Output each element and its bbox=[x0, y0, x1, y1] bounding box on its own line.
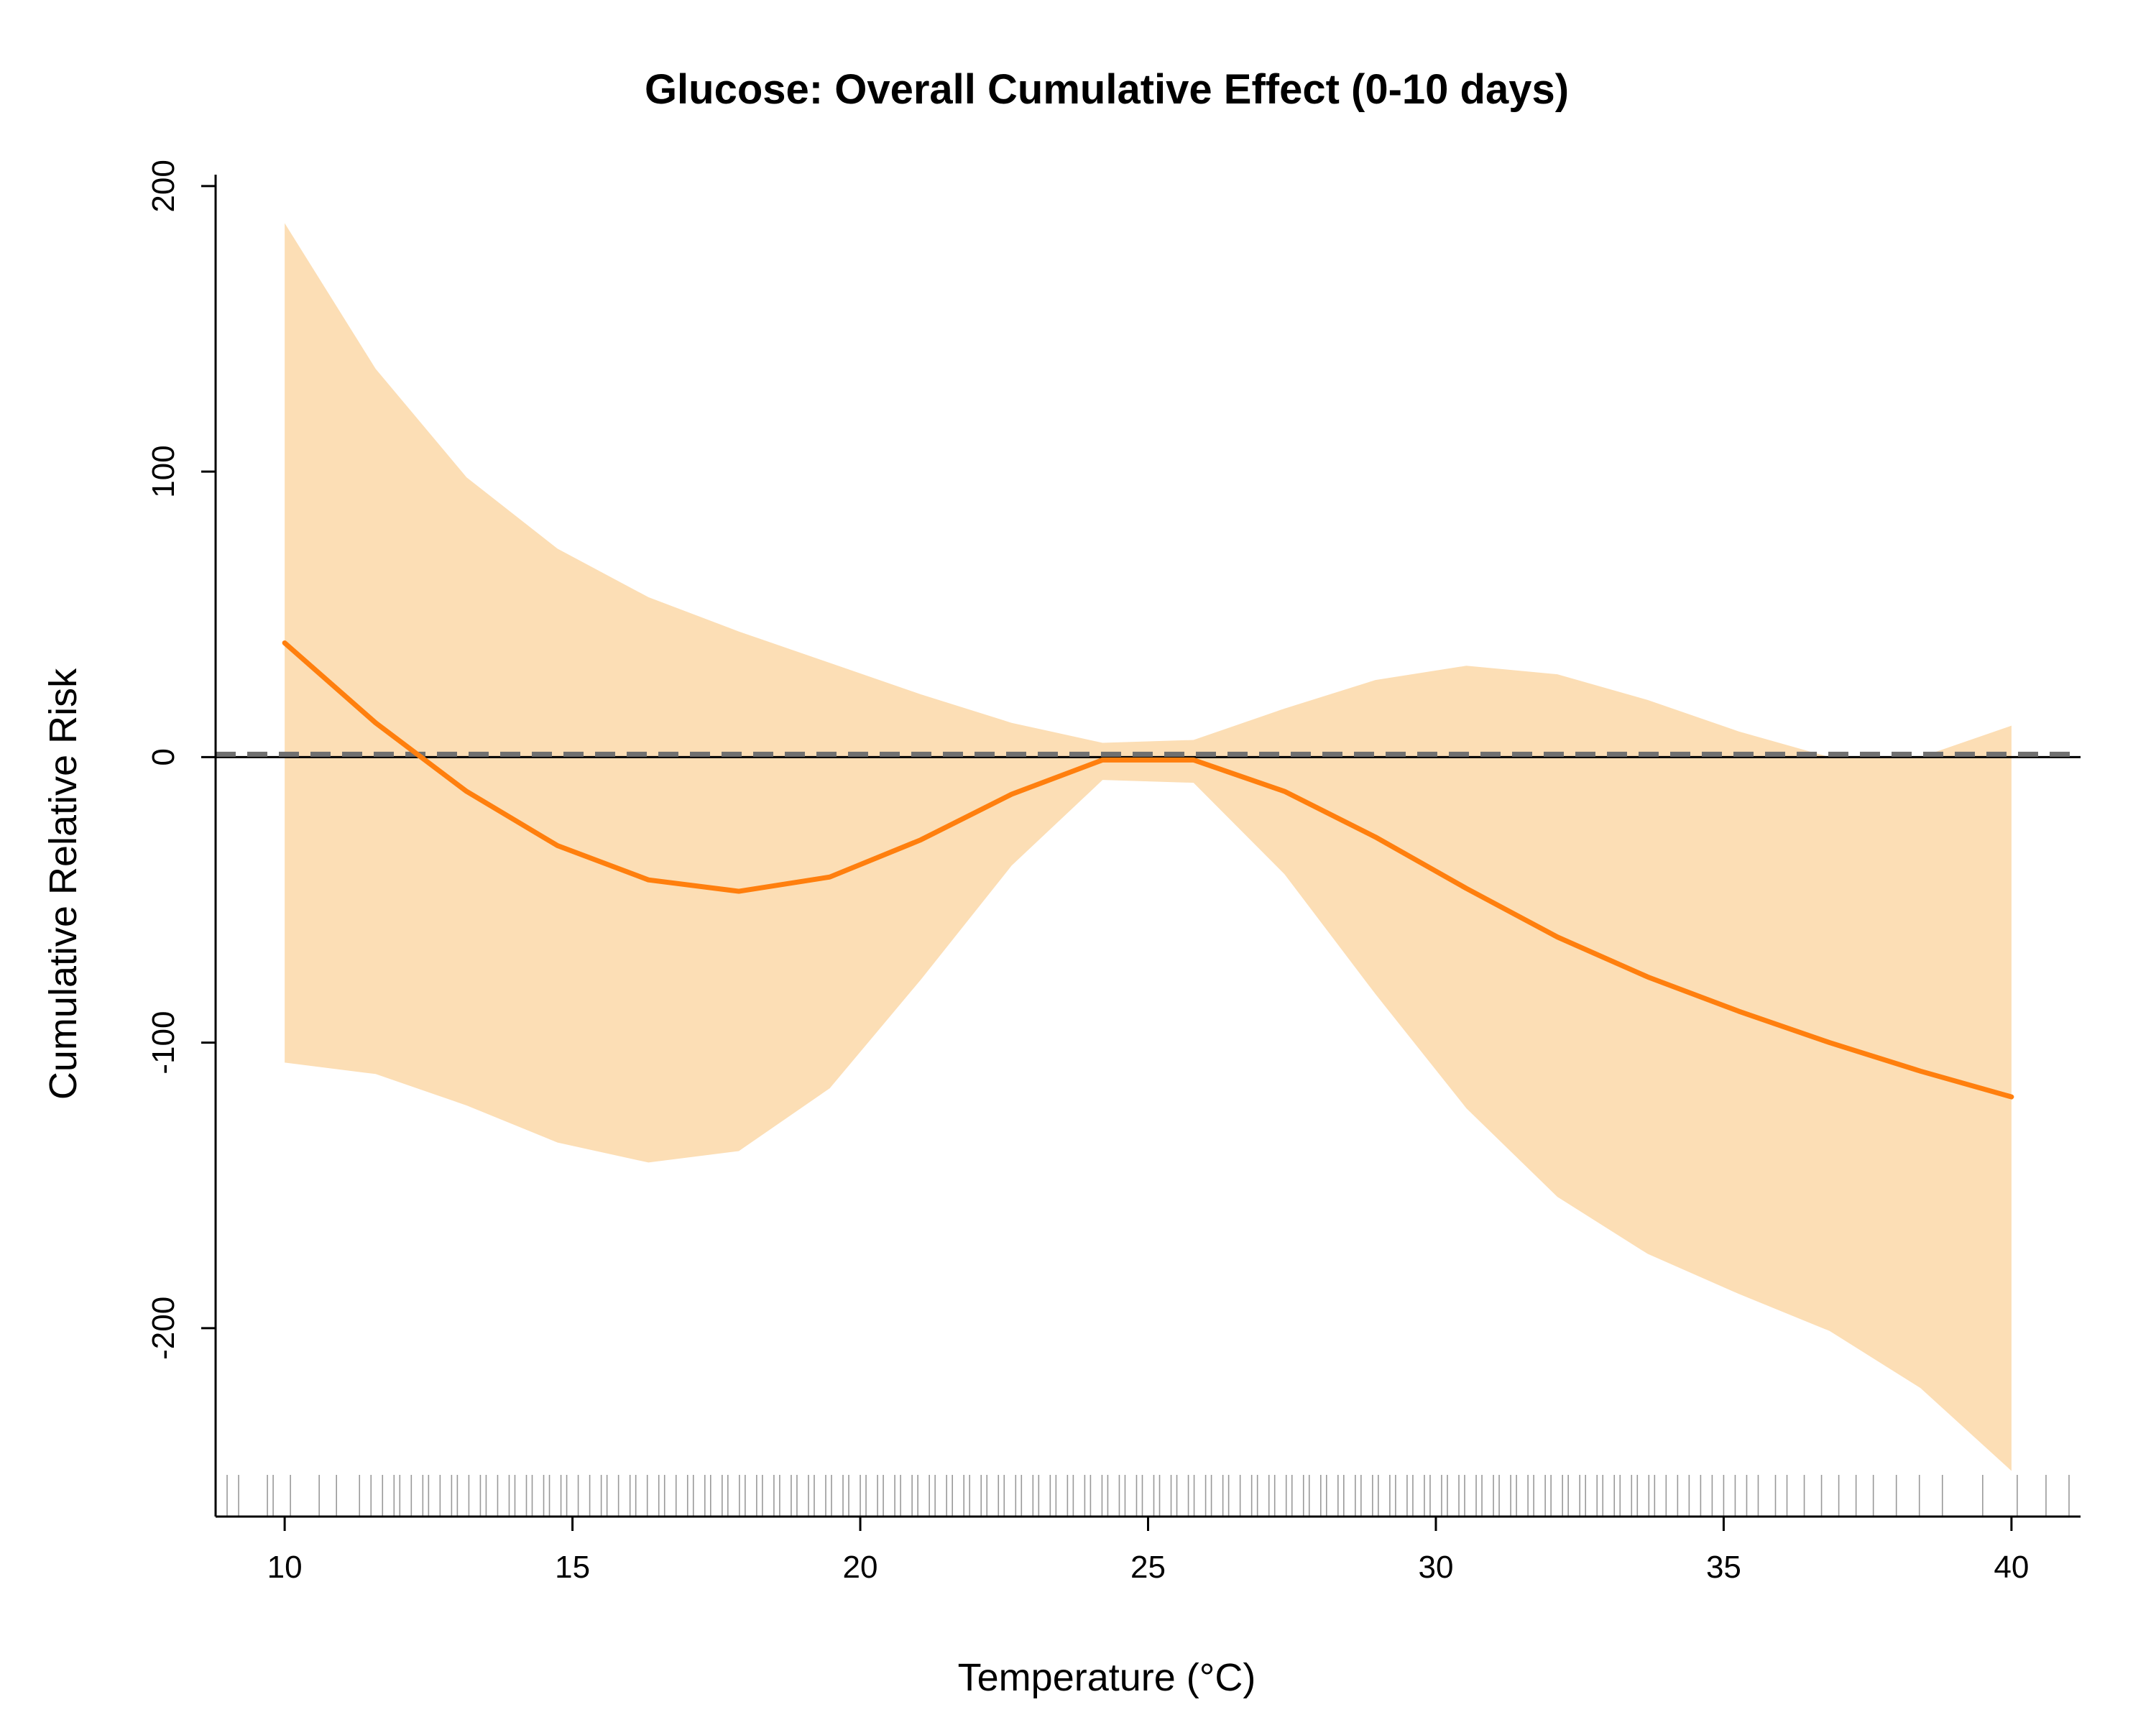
y-axis-label: Cumulative Relative Risk bbox=[42, 668, 85, 1100]
axes-layer: 10 15 20 25 30 35 40 -200 -100 0 100 200 bbox=[146, 160, 2081, 1585]
rug-layer bbox=[226, 1475, 2070, 1517]
reference-lines-layer bbox=[216, 751, 2081, 758]
confidence-band-layer bbox=[285, 223, 2012, 1471]
series-line-layer bbox=[282, 640, 2014, 1100]
y-tick-label: -200 bbox=[146, 1297, 181, 1360]
y-tick-label: -100 bbox=[146, 1011, 181, 1075]
x-tick-label: 20 bbox=[843, 1550, 878, 1585]
x-axis-label: Temperature (°C) bbox=[958, 1656, 1256, 1699]
chart-title: Glucose: Overall Cumulative Effect (0-10… bbox=[645, 66, 1569, 113]
x-tick-label: 35 bbox=[1706, 1550, 1741, 1585]
x-tick-label: 25 bbox=[1130, 1550, 1166, 1585]
x-tick-label: 30 bbox=[1418, 1550, 1453, 1585]
y-tick-label: 100 bbox=[146, 445, 181, 497]
x-tick-label: 40 bbox=[1994, 1550, 2029, 1585]
series-line bbox=[282, 640, 2014, 1100]
x-tick-label: 15 bbox=[555, 1550, 590, 1585]
y-tick-label: 0 bbox=[146, 748, 181, 765]
confidence-band bbox=[285, 223, 2012, 1471]
x-tick-label: 10 bbox=[267, 1550, 303, 1585]
y-tick-label: 200 bbox=[146, 160, 181, 212]
